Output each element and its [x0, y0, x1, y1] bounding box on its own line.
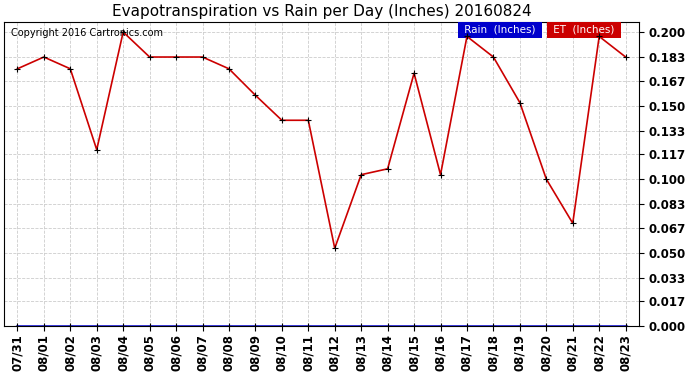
Text: Rain  (Inches): Rain (Inches)	[461, 25, 539, 35]
Text: ET  (Inches): ET (Inches)	[550, 25, 618, 35]
Text: Copyright 2016 Cartronics.com: Copyright 2016 Cartronics.com	[10, 28, 163, 38]
Title: Evapotranspiration vs Rain per Day (Inches) 20160824: Evapotranspiration vs Rain per Day (Inch…	[112, 4, 531, 19]
